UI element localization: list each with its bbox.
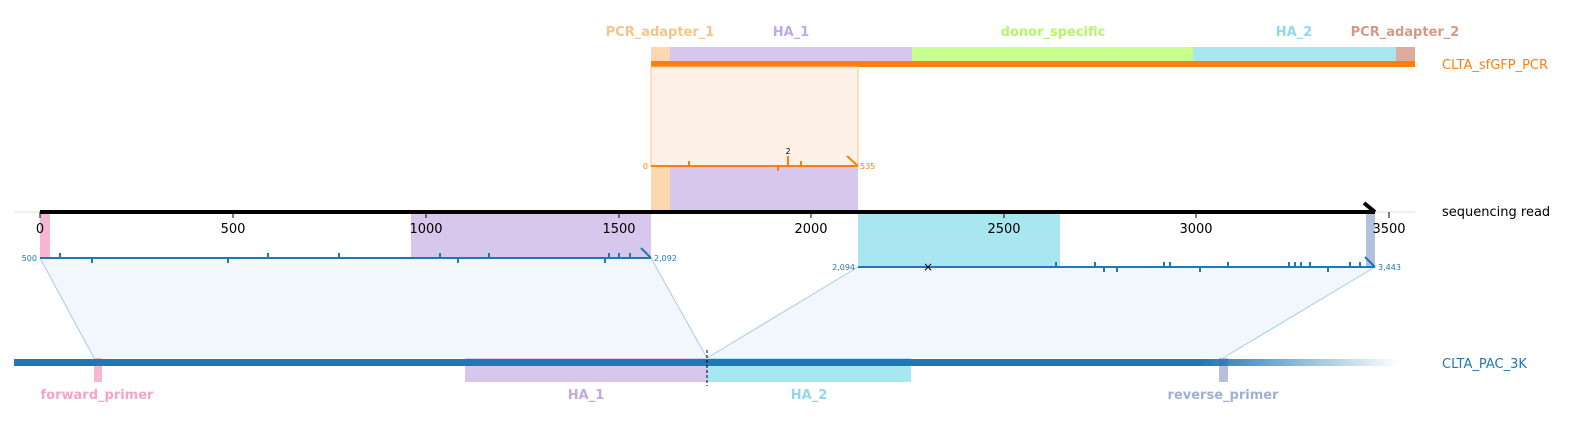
ha-1-top-label: HA_1 (773, 25, 810, 40)
blue-right-projection-band (707, 267, 1375, 358)
reverse-primer-label: reverse_primer (1168, 388, 1280, 403)
blue-right-connector (706, 266, 859, 359)
ha-2-read-feature (858, 212, 1060, 267)
orange-end-label: 535 (860, 162, 875, 171)
reverse-primer-read-feature (1366, 212, 1375, 267)
axis-tick-label: 2500 (987, 222, 1020, 237)
ha-1-top-feature (670, 47, 912, 62)
ha-1-read-lower-feature (411, 212, 651, 258)
top-track: PCR_adapter_1 HA_1 donor_specific HA_2 P… (606, 25, 1548, 73)
axis-tick-label: 3000 (1179, 222, 1212, 237)
blue-right-connector (1222, 266, 1376, 359)
axis-tick-label: 500 (221, 222, 246, 237)
blue-left-arrowhead (640, 247, 652, 259)
read-track: sequencing read (14, 201, 1550, 267)
axis-tick-label: 1000 (409, 222, 442, 237)
ha-1-read-feature (670, 166, 858, 212)
ha-1-bottom-label: HA_1 (568, 388, 605, 403)
orange-start-label: 0 (643, 162, 648, 171)
forward-primer-read-feature (40, 212, 50, 258)
read-track-arrowhead (1362, 201, 1377, 214)
pcr-adapter-1-read-feature (651, 166, 670, 212)
orange-alignment: 2 0 535 (643, 66, 875, 212)
reverse-primer-feature (1219, 358, 1228, 382)
orange-alignment-arrowhead (846, 155, 859, 167)
ha-2-top-feature (1193, 47, 1396, 62)
pcr-adapter-1-label: PCR_adapter_1 (606, 25, 715, 40)
bottom-track-name: CLTA_PAC_3K (1442, 357, 1527, 372)
pcr-adapter-2-label: PCR_adapter_2 (1351, 25, 1460, 40)
blue-left-connector (650, 257, 708, 359)
bottom-track: forward_primer HA_1 HA_2 reverse_primer … (14, 350, 1527, 403)
top-track-bar (651, 61, 1415, 67)
axis-tick-label: 2000 (794, 222, 827, 237)
blue-right-end-label: 3,443 (1378, 263, 1401, 272)
donor-specific-label: donor_specific (1001, 25, 1106, 40)
blue-left-alignment: 500 2,092 (22, 247, 708, 359)
blue-right-alignment: × 2,094 3,443 (706, 256, 1401, 359)
blue-left-connector (39, 257, 95, 359)
blue-right-deletion-marker: × (923, 260, 933, 274)
bottom-track-bar (14, 359, 1200, 366)
ha-2-top-label: HA_2 (1276, 25, 1313, 40)
orange-mismatch-count: 2 (785, 147, 790, 156)
ha-2-bottom-label: HA_2 (791, 388, 828, 403)
pcr-adapter-1-feature (651, 47, 670, 62)
blue-left-start-label: 500 (22, 254, 37, 263)
pcr-adapter-2-feature (1396, 47, 1415, 62)
read-track-name: sequencing read (1442, 205, 1550, 220)
read-axis: 0 500 1000 1500 2000 2500 3000 3500 (36, 212, 1406, 237)
bottom-track-fade (1200, 359, 1400, 366)
axis-tick-label: 3500 (1372, 222, 1405, 237)
forward-primer-label: forward_primer (41, 388, 155, 403)
orange-projection-band (650, 66, 859, 167)
blue-left-projection-band (40, 258, 707, 358)
axis-tick-label: 1500 (602, 222, 635, 237)
blue-right-arrowhead (1364, 256, 1376, 268)
top-track-name: CLTA_sfGFP_PCR (1442, 58, 1548, 73)
axis-tick-label: 0 (36, 222, 44, 237)
blue-right-start-label: 2,094 (832, 263, 855, 272)
forward-primer-feature (94, 358, 102, 382)
blue-left-end-label: 2,092 (654, 254, 677, 263)
donor-specific-feature (912, 47, 1193, 62)
